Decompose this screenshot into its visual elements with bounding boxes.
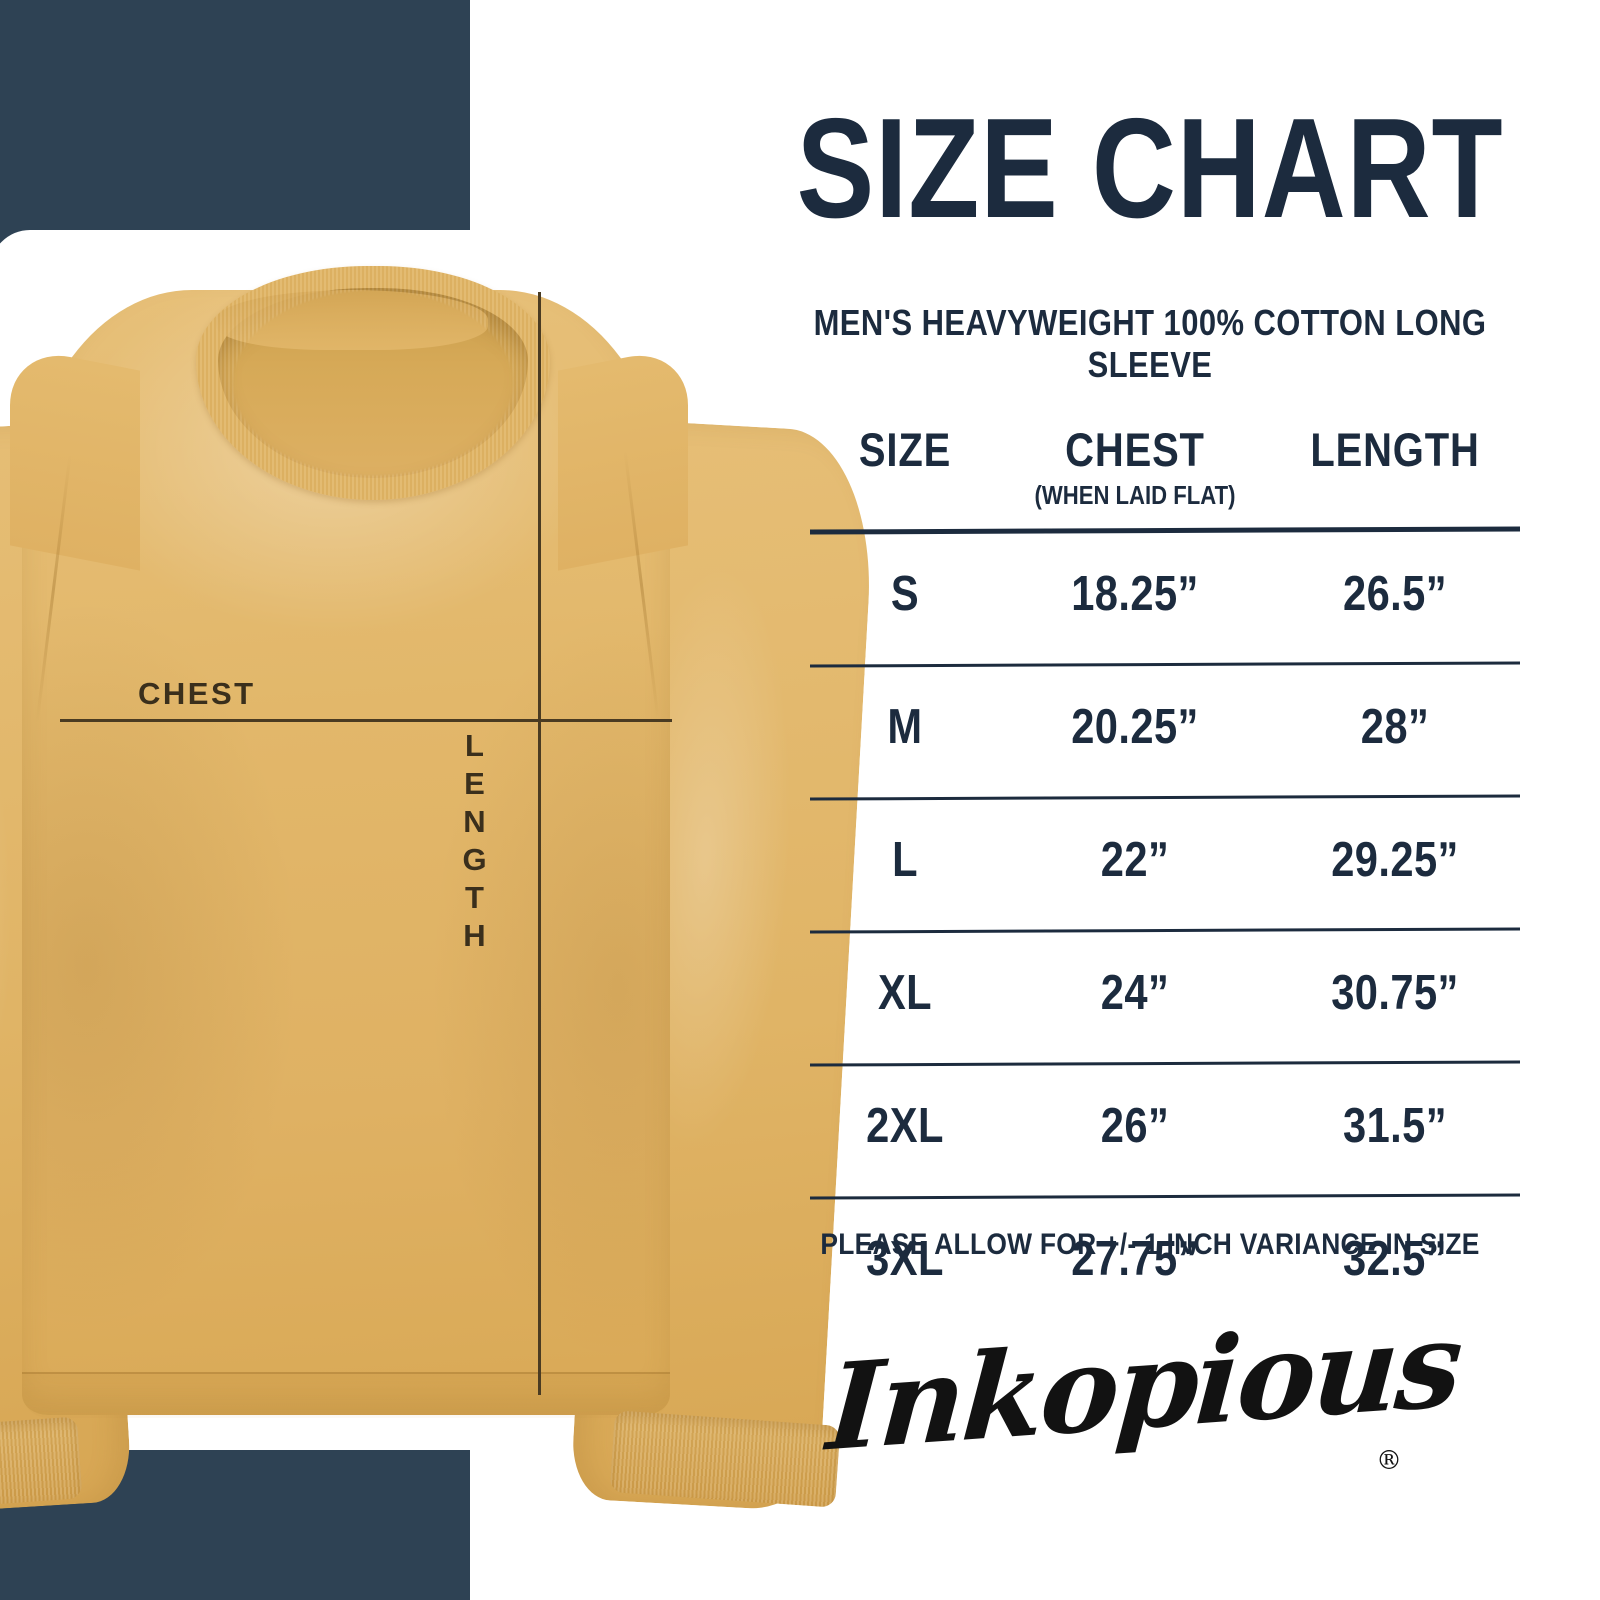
cell-size: 2XL xyxy=(866,1099,944,1153)
cell-size: XL xyxy=(877,966,933,1020)
cell-size: L xyxy=(892,833,918,887)
table-row: L 22” 29.25” xyxy=(810,799,1520,921)
cell-chest: 24” xyxy=(1100,966,1170,1020)
column-header-size: SIZE xyxy=(858,422,952,476)
column-subnote-chest: (WHEN LAID FLAT) xyxy=(1034,480,1236,510)
cell-size: S xyxy=(890,567,920,621)
table-row: 2XL 26” 31.5” xyxy=(810,1065,1520,1187)
cell-chest: 22” xyxy=(1100,833,1170,887)
page-title: SIZE CHART xyxy=(796,89,1504,248)
cell-length: 26.5” xyxy=(1342,567,1448,621)
column-subnote-size xyxy=(824,480,986,520)
column-header-chest: CHEST xyxy=(1065,422,1205,476)
chest-measurement-label: CHEST xyxy=(138,676,256,711)
size-table: SIZE CHEST LENGTH (WHEN LAID FLAT) S 18.… xyxy=(809,418,1521,1320)
brand-logo: Inkopious ® xyxy=(700,1293,1600,1520)
length-measurement-label: LENGTH xyxy=(457,728,492,956)
cell-chest: 20.25” xyxy=(1071,700,1199,754)
cell-size: 3XL xyxy=(866,1232,944,1286)
cell-chest: 18.25” xyxy=(1071,567,1199,621)
table-header-subnote-row: (WHEN LAID FLAT) xyxy=(810,480,1520,520)
registered-trademark-icon: ® xyxy=(1376,1446,1402,1476)
shirt-photo xyxy=(0,230,878,1518)
cell-chest: 26” xyxy=(1100,1099,1170,1153)
column-header-length: LENGTH xyxy=(1310,422,1480,476)
length-measurement-line xyxy=(538,292,541,1395)
variance-note: PLEASE ALLOW FOR +/- 1 INCH VARIANCE IN … xyxy=(820,1228,1480,1261)
shirt-bottom-hem xyxy=(22,1372,670,1418)
table-row: S 18.25” 26.5” xyxy=(810,533,1520,655)
brand-logo-text: Inkopious xyxy=(823,1293,1465,1478)
cell-length: 29.25” xyxy=(1331,833,1459,887)
cell-size: M xyxy=(887,700,923,754)
table-row: M 20.25” 28” xyxy=(810,666,1520,788)
cell-chest: 27.75” xyxy=(1071,1232,1199,1286)
table-row: XL 24” 30.75” xyxy=(810,932,1520,1054)
chart-content: SIZE CHART MEN'S HEAVYWEIGHT 100% COTTON… xyxy=(700,0,1600,1600)
cell-length: 31.5” xyxy=(1342,1099,1448,1153)
cell-length: 32.5” xyxy=(1342,1232,1448,1286)
page-subtitle: MEN'S HEAVYWEIGHT 100% COTTON LONG SLEEV… xyxy=(813,302,1487,385)
shirt-shoulder-left xyxy=(10,345,140,571)
table-row: 3XL 27.75” 32.5” xyxy=(810,1198,1520,1320)
cell-length: 28” xyxy=(1360,700,1430,754)
chest-measurement-line xyxy=(60,719,672,722)
table-header-row: SIZE CHEST LENGTH xyxy=(810,418,1520,480)
cell-length: 30.75” xyxy=(1331,966,1459,1020)
shirt-collar-band xyxy=(216,290,488,350)
column-subnote-length xyxy=(1289,480,1502,520)
shirt-shoulder-right xyxy=(558,345,688,571)
